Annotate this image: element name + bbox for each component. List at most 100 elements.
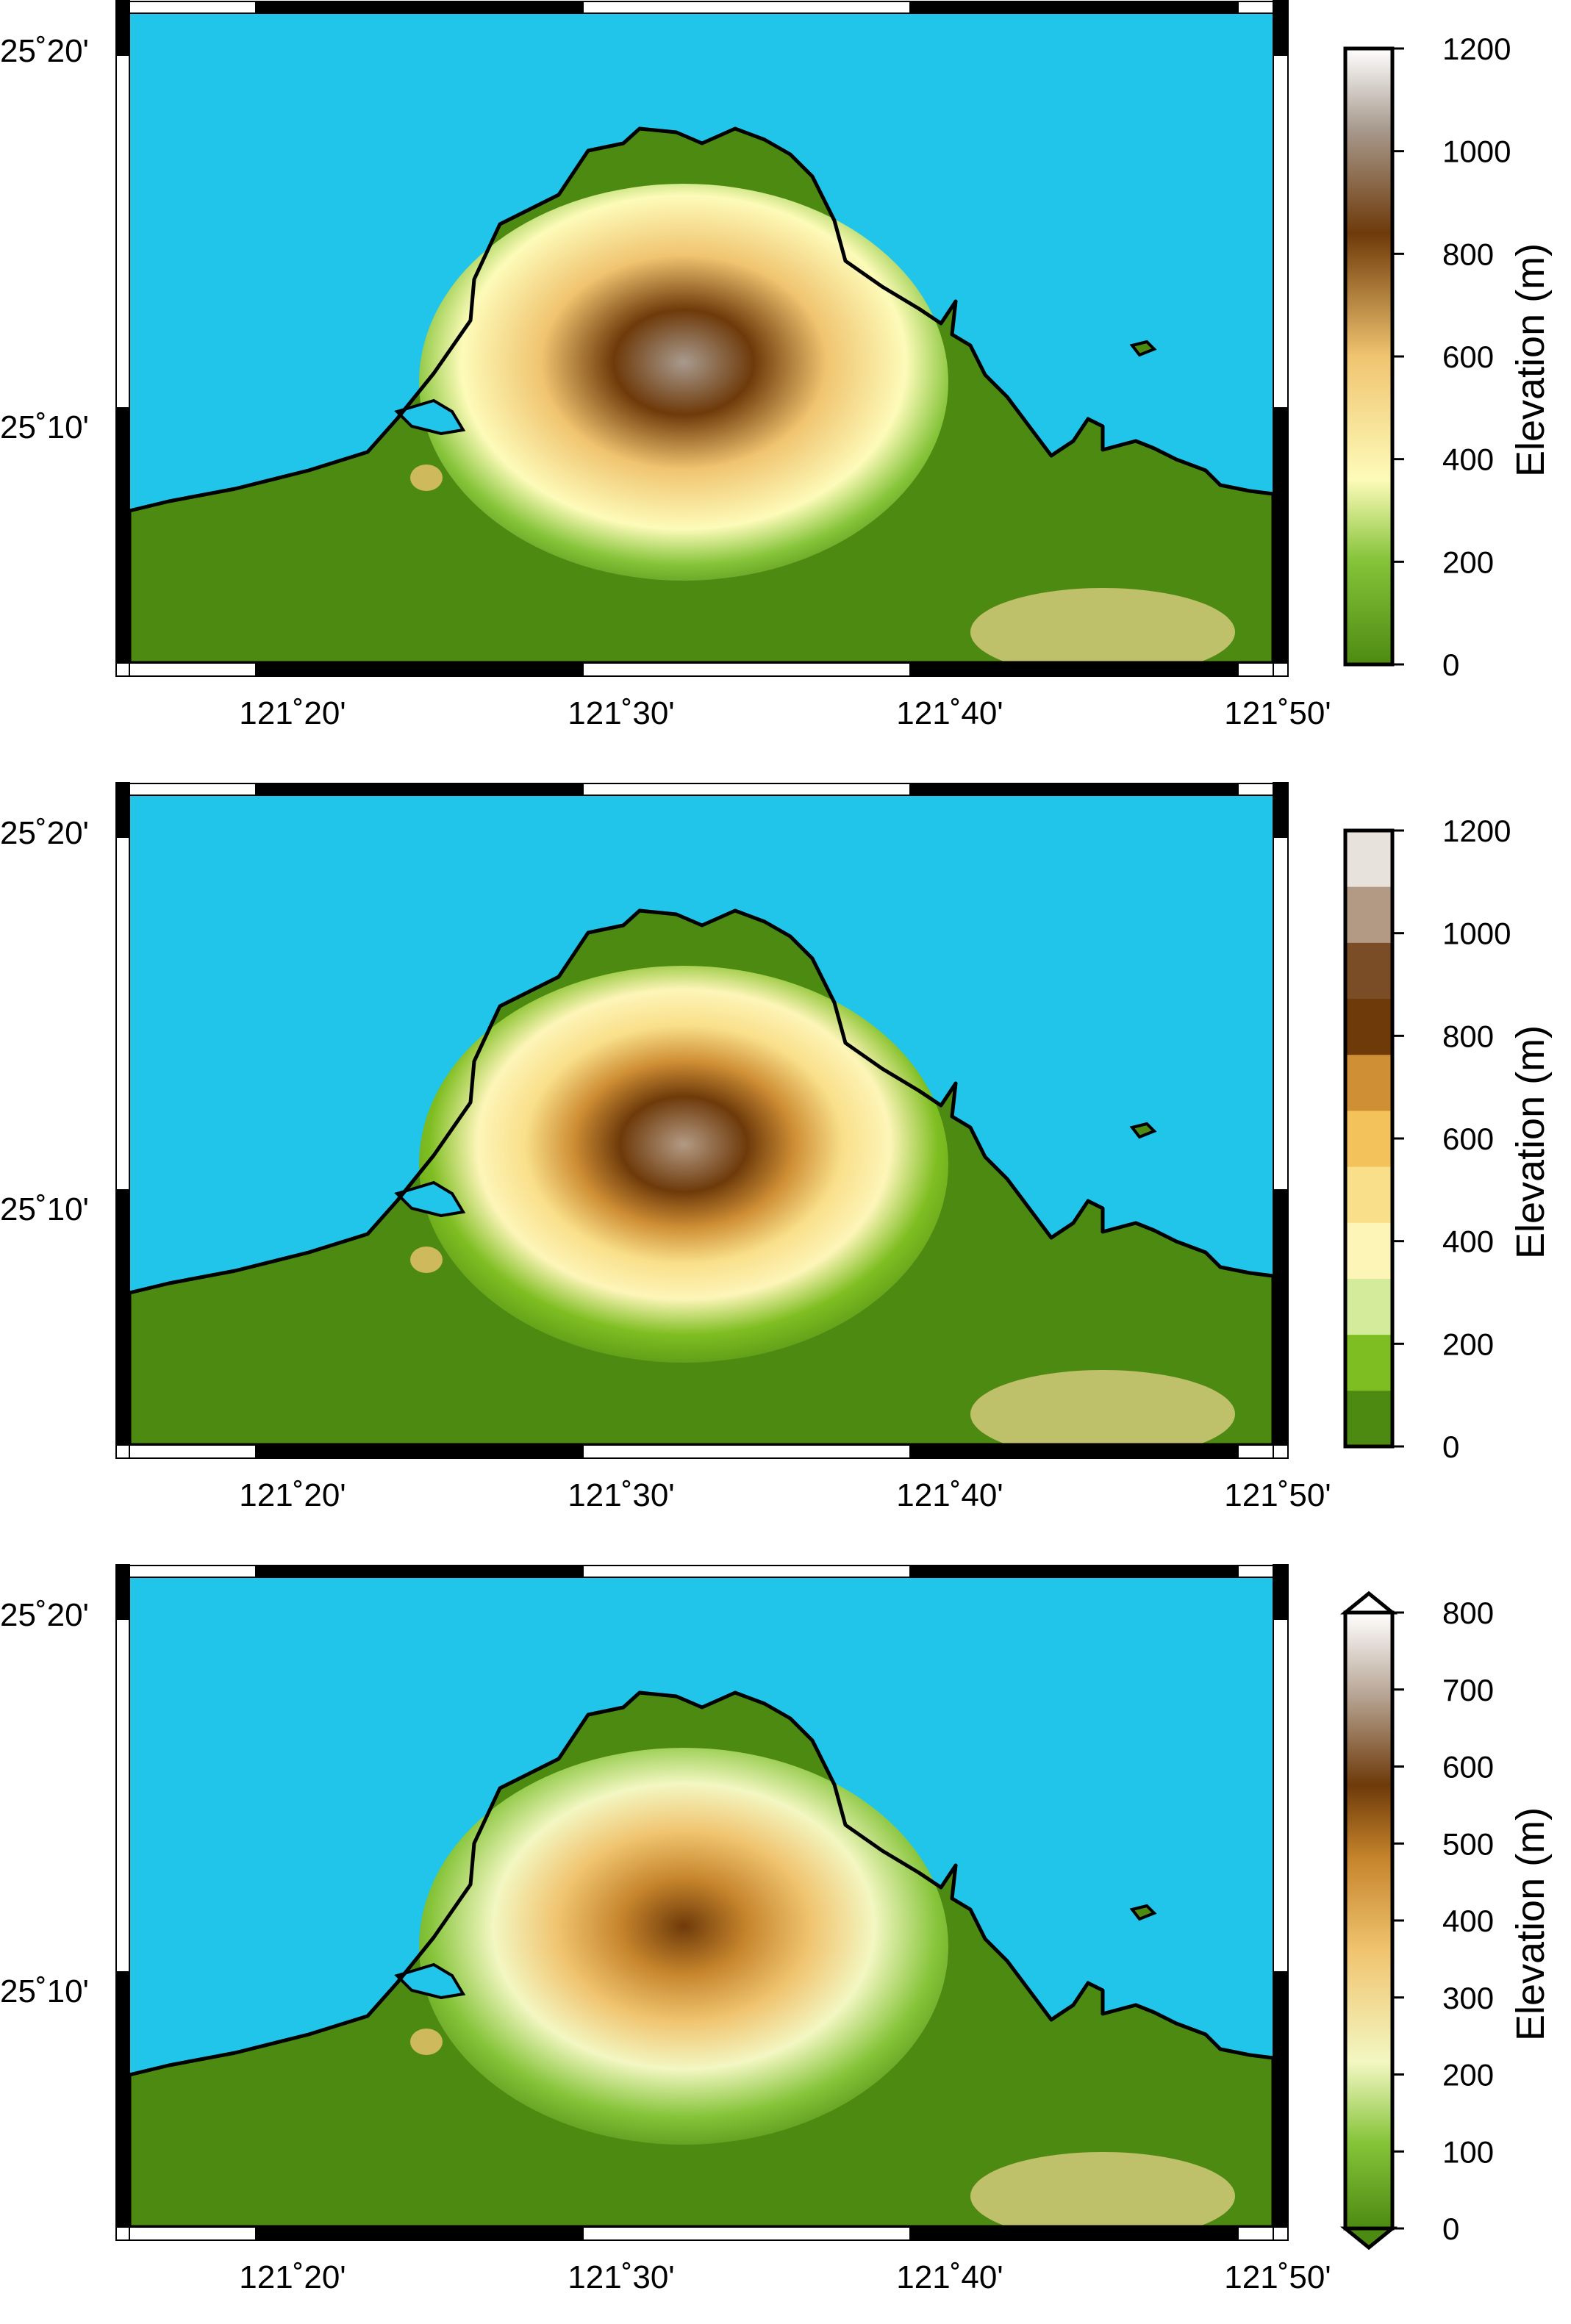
lat-tick-label: 25˚10' <box>0 1973 89 2009</box>
colorbar-ramp <box>1343 1610 1395 2231</box>
frame-segment <box>1273 54 1289 409</box>
frame-segment <box>115 1 257 14</box>
map-panel-3: 121˚20' 121˚30' 121˚40' 121˚50' 25˚20' 25˚10'… <box>0 1564 1571 2324</box>
frame-segment <box>1273 407 1289 664</box>
southeast-hills <box>970 2152 1235 2240</box>
frame-segment <box>582 783 911 796</box>
mountain-relief <box>419 184 948 581</box>
frame-segment <box>115 662 130 677</box>
frame-segment <box>115 1189 130 1446</box>
lon-tick-label: 121˚40' <box>896 1477 1003 1513</box>
map-content <box>127 13 1275 676</box>
frame-segment <box>1273 0 1289 56</box>
colorbar-tick-label: 800 <box>1442 1596 1494 1630</box>
colorbar-tick-label: 200 <box>1442 1327 1494 1361</box>
map-content <box>127 1577 1275 2240</box>
colorbar-tick-label: 300 <box>1442 1981 1494 2015</box>
frame-segment <box>1273 1971 1289 2228</box>
frame-segment <box>115 1444 257 1459</box>
colorbar-tick-label: 800 <box>1442 1019 1494 1053</box>
frame-segment <box>582 2226 911 2241</box>
frame-segment <box>909 783 1239 796</box>
colorbar-tick-label: 400 <box>1442 1224 1494 1259</box>
colorbar-tick-label: 600 <box>1442 340 1494 374</box>
colorbar-tick-label: 400 <box>1442 442 1494 477</box>
frame-segment <box>909 1565 1239 1578</box>
lon-tick-label: 121˚40' <box>896 695 1003 731</box>
colorbar-band <box>1345 1278 1392 1335</box>
estuary-coastline <box>394 1180 466 1218</box>
colorbar-tick-label: 800 <box>1442 237 1494 271</box>
colorbar-lower-triangle <box>1339 2226 1398 2251</box>
lat-tick-label: 25˚10' <box>0 1191 89 1227</box>
colorbar-band <box>1345 886 1392 943</box>
frame-segment <box>1273 836 1289 1191</box>
colorbar-tick-label: 1000 <box>1442 135 1511 169</box>
map-panel-2: 121˚20' 121˚30' 121˚40' 121˚50' 25˚20' 25˚10'… <box>0 782 1571 1542</box>
map-content <box>127 795 1275 1458</box>
small-hill <box>410 2029 443 2055</box>
lon-tick-label: 121˚50' <box>1224 695 1331 731</box>
colorbar-tick-label: 200 <box>1442 2058 1494 2092</box>
colorbar-ramp <box>1345 831 1392 1447</box>
lon-tick-label: 121˚50' <box>1224 2259 1331 2295</box>
mountain-relief <box>419 1748 948 2145</box>
colorbar-tick-label: 0 <box>1442 1430 1459 1464</box>
frame-segment <box>115 1971 130 2228</box>
colorbar-label: Elevation (m) <box>1509 1025 1553 1259</box>
frame-segment <box>909 1 1239 14</box>
frame-segment <box>255 1444 584 1459</box>
frame-segment <box>1273 1564 1289 1620</box>
frame-segment <box>115 662 257 677</box>
colorbar-ramp <box>1343 46 1395 667</box>
small-hill <box>410 465 443 491</box>
map-3: 121˚20' 121˚30' 121˚40' 121˚50' 25˚20' 25˚10'… <box>0 1564 1553 2295</box>
colorbar-tick-label: 700 <box>1442 1673 1494 1707</box>
frame-segment <box>1273 1444 1289 1459</box>
lon-tick-label: 121˚20' <box>239 2259 346 2295</box>
colorbar-band <box>1345 942 1392 1000</box>
frame-segment <box>115 1565 257 1578</box>
frame-segment <box>115 54 130 409</box>
frame-segment <box>1273 2226 1289 2241</box>
frame-segment <box>255 1 584 14</box>
mountain-relief <box>419 966 948 1363</box>
colorbar-2: 1200 1000 800 600 400 200 0 Elevation (m) <box>1343 814 1553 1464</box>
frame-segment <box>115 782 130 838</box>
frame-segment <box>115 2226 257 2241</box>
frame-segment <box>115 836 130 1191</box>
lat-tick-label: 25˚20' <box>0 33 89 69</box>
colorbar-band <box>1345 998 1392 1055</box>
frame-segment <box>582 1 911 14</box>
lon-tick-label: 121˚20' <box>239 1477 346 1513</box>
colorbar-band <box>1345 1334 1392 1391</box>
frame-segment <box>115 1444 130 1459</box>
colorbar-tick-label: 400 <box>1442 1904 1494 1938</box>
frame-segment <box>909 662 1239 677</box>
colorbar-tick-label: 1200 <box>1442 814 1511 848</box>
frame-segment <box>909 1444 1239 1459</box>
coastline <box>127 126 1275 665</box>
colorbar-tick-label: 100 <box>1442 2134 1494 2169</box>
frame-segment <box>1273 662 1289 677</box>
estuary-coastline <box>394 398 466 436</box>
southeast-hills <box>970 1370 1235 1458</box>
colorbar-tick-label: 600 <box>1442 1122 1494 1156</box>
lat-tick-label: 25˚20' <box>0 815 89 851</box>
lon-tick-label: 121˚30' <box>568 1477 674 1513</box>
frame-segment <box>255 662 584 677</box>
frame-segment <box>115 0 130 56</box>
frame-segment <box>255 1565 584 1578</box>
colorbar-band <box>1345 1166 1392 1223</box>
frame-segment <box>255 2226 584 2241</box>
map-1: 121˚20' 121˚30' 121˚40' 121˚50' 25˚20' 25˚10'… <box>0 0 1553 731</box>
frame-segment <box>115 407 130 664</box>
colorbar-label: Elevation (m) <box>1509 1807 1553 2041</box>
lat-tick-label: 25˚10' <box>0 409 89 445</box>
colorbar-band <box>1345 1110 1392 1167</box>
frame-segment <box>255 783 584 796</box>
islet <box>1129 1122 1157 1139</box>
southeast-hills <box>970 588 1235 676</box>
colorbar-1: 1200 1000 800 600 400 200 0 Elevation (m) <box>1343 32 1553 682</box>
colorbar-tick-label: 1000 <box>1442 917 1511 951</box>
